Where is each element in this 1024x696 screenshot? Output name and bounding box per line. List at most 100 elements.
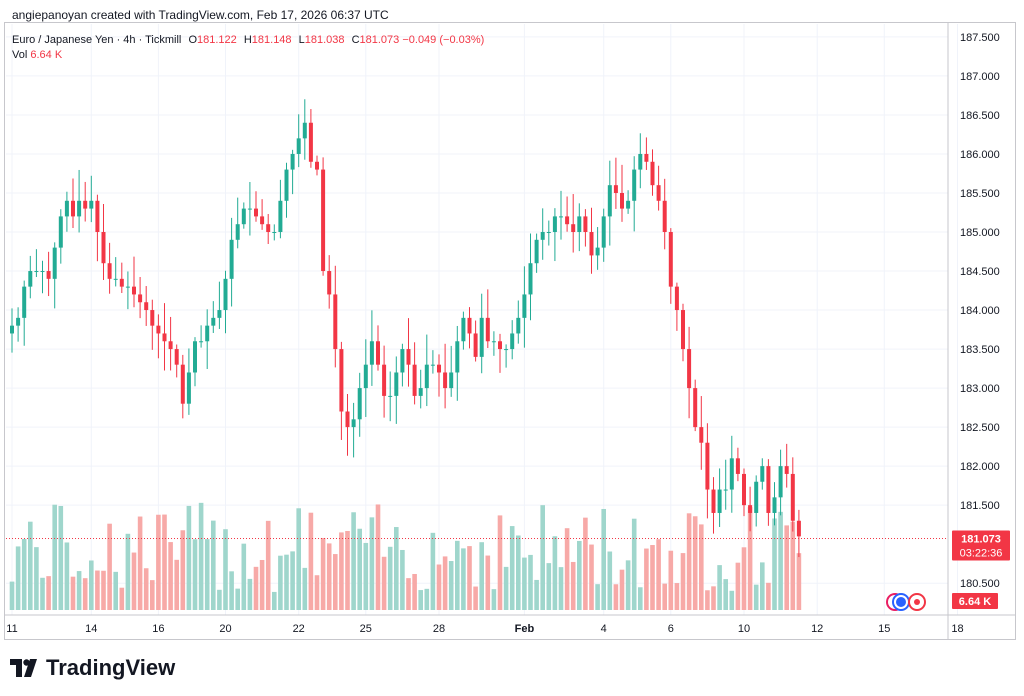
candle-body [83,200,88,209]
volume-bar [82,578,88,610]
volume-bar [760,562,765,610]
x-tick-label: 25 [360,623,372,635]
candle-body [71,200,75,217]
volume-bar [546,563,552,610]
volume-bar [668,550,674,610]
volume-bar [784,525,789,610]
candle-body [790,473,795,521]
legend-ohlc-row: Euro / Japanese Yen · 4h · Tickmill O 181… [12,33,484,48]
y-tick-label: 186.000 [960,149,1000,161]
candle-body [34,271,39,273]
candle-body [235,224,240,240]
x-tick-label: 11 [6,623,17,635]
candle-body [626,200,631,209]
x-tick-label: 15 [878,623,890,635]
candle-body [748,505,753,513]
candle-body [412,364,417,396]
volume-bar [265,520,271,610]
candle-body [729,458,734,490]
candle-body [662,200,667,233]
candle-body [272,232,277,234]
candle-body [229,239,234,279]
volume-bar [753,584,759,610]
candle-body [430,364,435,366]
volume-bar [583,517,588,610]
volume-bar [107,523,112,610]
x-tick-label: 28 [433,623,445,635]
y-tick-label: 182.000 [960,461,1000,473]
volume-bar [528,554,533,610]
candle-body [284,169,289,201]
tradingview-logo[interactable]: TradingView [10,655,175,681]
volume-bar [211,520,216,610]
volume-bar [674,583,680,610]
volume-bar [497,515,503,610]
legend-volume-value: 6.64 K [30,49,63,61]
candle-body [113,278,118,280]
candle-body [601,216,606,248]
volume-bar [339,532,344,610]
x-tick-label: 4 [601,623,607,635]
candle-body [583,216,588,233]
volume-bar [656,539,661,610]
volume-bar [400,549,405,610]
candle-body [64,200,69,217]
candle-body [742,473,746,506]
candle-body [369,341,374,365]
y-tick-label: 183.000 [960,383,1000,395]
candle-body [784,466,789,474]
legend-volume-label: Vol [12,49,28,61]
volume-bar [15,546,21,610]
volume-badge-value: 6.64 K [959,596,991,608]
volume-bar [137,516,143,610]
volume-bar [180,530,186,610]
candle-body [607,185,612,217]
volume-bar [436,564,442,610]
candle-body [552,216,557,233]
legend-low-value: 181.038 [304,34,345,46]
candle-body [455,341,460,373]
candle-body [754,481,759,513]
volume-bar [198,502,204,610]
volume-bar [296,508,301,610]
volume-bar [223,529,228,610]
candle-body [449,372,454,389]
volume-bar [503,566,509,610]
volume-bar [412,573,417,610]
legend-volume-row: Vol 6.64 K [12,48,484,63]
volume-bar [314,575,320,610]
volume-bar [235,588,240,610]
volume-bar [461,548,466,610]
volume-bar [284,554,289,610]
volume-bar [473,586,478,610]
volume-bar [778,511,783,610]
volume-bar [455,540,460,610]
candle-body [144,302,149,311]
volume-bar [577,540,582,610]
y-tick-label: 180.500 [960,578,1000,590]
volume-bar [351,512,356,610]
volume-bar [607,551,613,610]
volume-bar [363,542,369,610]
candle-body [119,278,124,287]
candle-body [77,200,82,217]
volume-bar [174,559,179,610]
volume-bar [613,584,619,610]
volume-bar [168,542,173,610]
volume-bar [64,542,70,610]
candle-body [424,364,429,389]
volume-bar [52,504,57,610]
candle-body [260,216,265,225]
volume-bar [217,589,222,610]
legend-symbol[interactable]: Euro / Japanese Yen · 4h · Tickmill [12,34,182,46]
candle-body [174,349,179,365]
legend-close-label: C [351,34,360,46]
volume-bar [70,576,76,610]
volume-bar [119,587,125,610]
volume-bar [345,530,350,610]
candle-body [186,372,191,404]
volume-bar [772,518,777,610]
legend-open-label: O [188,34,197,46]
y-tick-label: 181.500 [960,500,1000,512]
